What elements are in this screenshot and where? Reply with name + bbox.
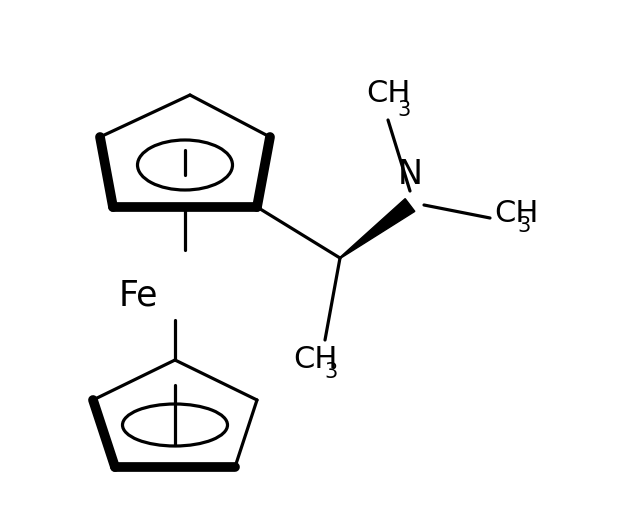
Text: CH: CH [366, 79, 410, 108]
Polygon shape [340, 199, 415, 258]
Text: N: N [397, 158, 422, 191]
Text: 3: 3 [397, 100, 410, 120]
Text: CH: CH [494, 200, 538, 229]
Text: Fe: Fe [118, 278, 157, 312]
Text: 3: 3 [324, 362, 337, 382]
Text: 3: 3 [518, 216, 531, 236]
Text: CH: CH [293, 345, 337, 374]
